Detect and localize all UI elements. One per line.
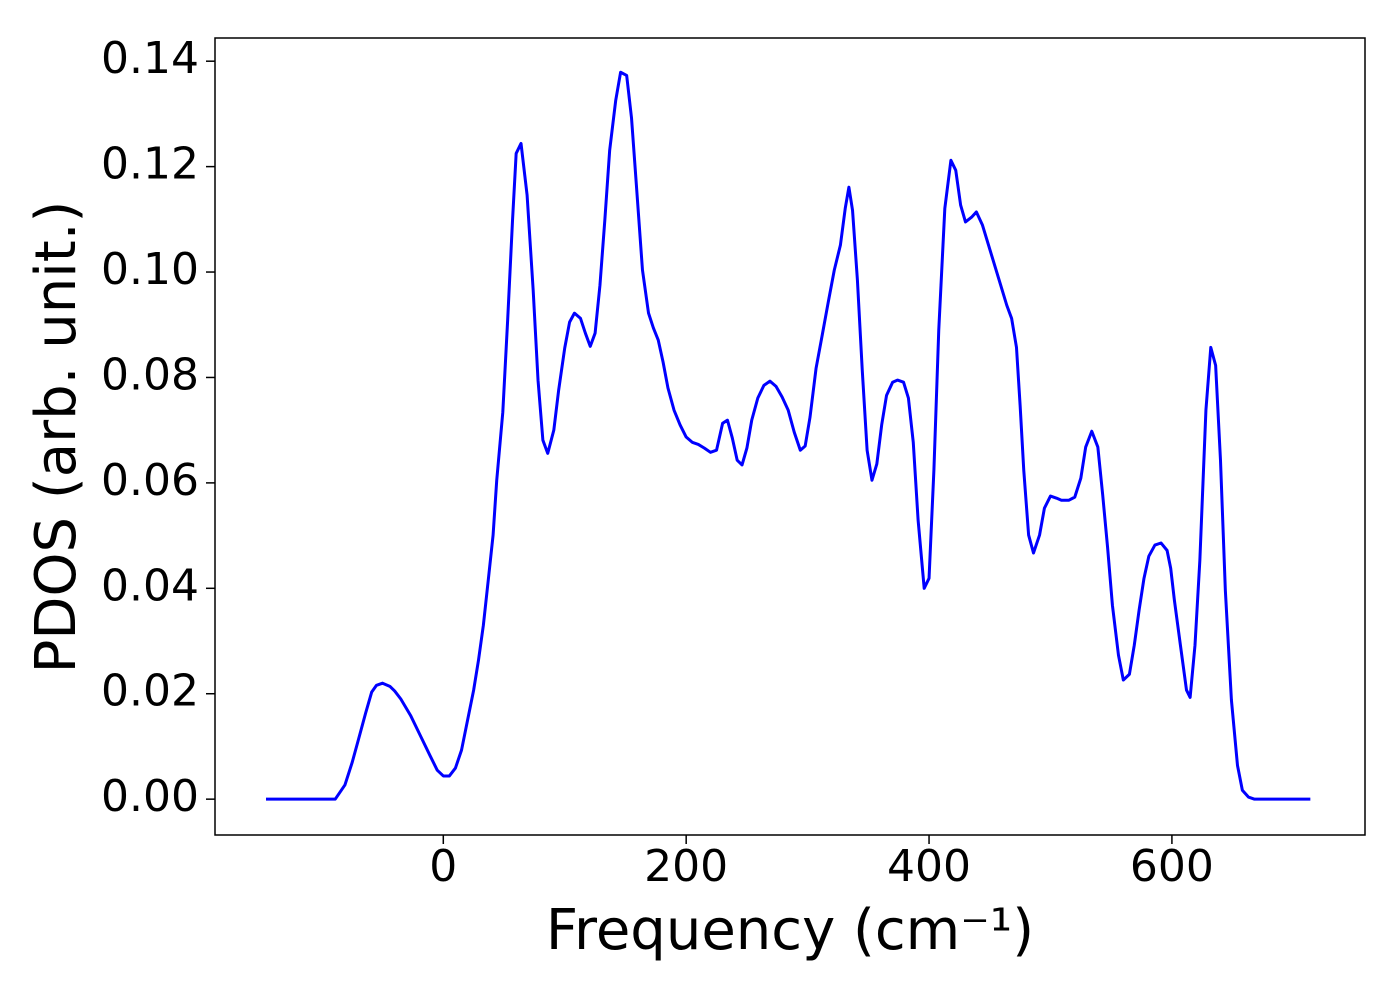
y-tick-label: 0.08 (101, 349, 199, 400)
x-axis-label: Frequency (cm⁻¹) (546, 898, 1034, 963)
y-tick-label: 0.10 (101, 244, 199, 295)
x-tick-label: 400 (887, 841, 971, 892)
y-tick-label: 0.04 (101, 560, 199, 611)
x-tick-label: 0 (429, 841, 457, 892)
y-axis-label: PDOS (arb. unit.) (24, 201, 89, 674)
line-series (266, 70, 1311, 801)
y-tick-label: 0.06 (101, 455, 199, 506)
x-tick-label: 200 (644, 841, 728, 892)
plot-frame (214, 37, 1366, 836)
y-tick-label: 0.12 (101, 139, 199, 190)
y-tick-label: 0.02 (101, 666, 199, 717)
x-tick-label: 600 (1130, 841, 1214, 892)
y-tick-label: 0.00 (101, 771, 199, 822)
y-tick-label: 0.14 (101, 33, 199, 84)
